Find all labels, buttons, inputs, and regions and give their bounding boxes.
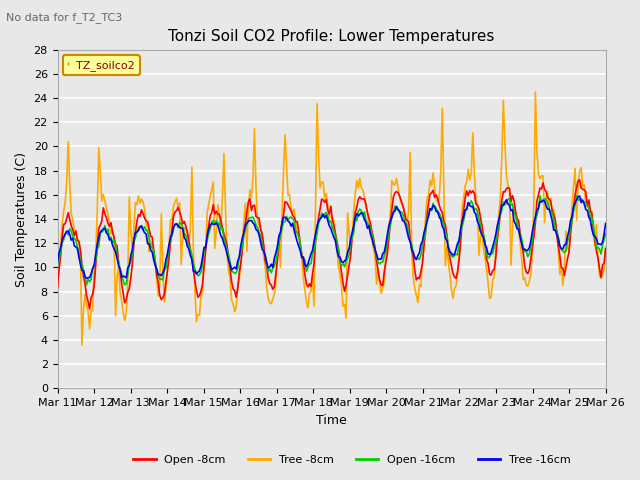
Tree -16cm: [602, 221, 609, 227]
Tree -8cm: [602, 244, 609, 250]
Open -8cm: [237, 261, 244, 266]
Open -8cm: [295, 229, 303, 235]
Tree -16cm: [576, 193, 584, 199]
Tree -16cm: [573, 197, 580, 203]
Open -8cm: [54, 285, 61, 290]
Open -16cm: [574, 197, 582, 203]
Open -16cm: [54, 261, 61, 267]
Legend: TZ_soilco2: TZ_soilco2: [63, 55, 140, 75]
Tree -8cm: [574, 180, 582, 186]
Open -8cm: [219, 225, 227, 230]
Tree -8cm: [78, 342, 86, 348]
Line: Open -16cm: Open -16cm: [58, 196, 605, 285]
Open -16cm: [602, 231, 609, 237]
Y-axis label: Soil Temperatures (C): Soil Temperatures (C): [15, 152, 28, 287]
Tree -8cm: [54, 282, 61, 288]
Text: No data for f_T2_TC3: No data for f_T2_TC3: [6, 12, 123, 23]
Tree -8cm: [237, 263, 244, 268]
Open -16cm: [237, 251, 244, 257]
Title: Tonzi Soil CO2 Profile: Lower Temperatures: Tonzi Soil CO2 Profile: Lower Temperatur…: [168, 29, 495, 44]
Tree -16cm: [237, 243, 244, 249]
Open -16cm: [573, 193, 580, 199]
Open -8cm: [246, 196, 253, 202]
Tree -16cm: [295, 243, 303, 249]
Line: Open -8cm: Open -8cm: [58, 180, 605, 309]
Tree -8cm: [219, 195, 227, 201]
Tree -16cm: [219, 236, 227, 241]
Open -16cm: [219, 226, 227, 232]
Tree -16cm: [122, 275, 130, 281]
Tree -16cm: [83, 276, 90, 281]
Tree -16cm: [54, 258, 61, 264]
Open -16cm: [122, 281, 130, 287]
Open -16cm: [83, 282, 90, 288]
Line: Tree -16cm: Tree -16cm: [58, 196, 605, 278]
Open -8cm: [86, 306, 93, 312]
Tree -8cm: [295, 229, 303, 235]
Open -8cm: [576, 177, 584, 183]
Open -16cm: [295, 234, 303, 240]
Open -16cm: [246, 215, 253, 220]
Line: Tree -8cm: Tree -8cm: [58, 92, 605, 345]
Open -8cm: [602, 246, 609, 252]
Tree -8cm: [532, 89, 540, 95]
Open -8cm: [122, 297, 130, 302]
Open -8cm: [573, 184, 580, 190]
Tree -8cm: [122, 311, 130, 316]
Tree -8cm: [246, 187, 253, 193]
Tree -16cm: [246, 217, 253, 223]
Legend: Open -8cm, Tree -8cm, Open -16cm, Tree -16cm: Open -8cm, Tree -8cm, Open -16cm, Tree -…: [129, 451, 575, 469]
X-axis label: Time: Time: [316, 414, 347, 427]
